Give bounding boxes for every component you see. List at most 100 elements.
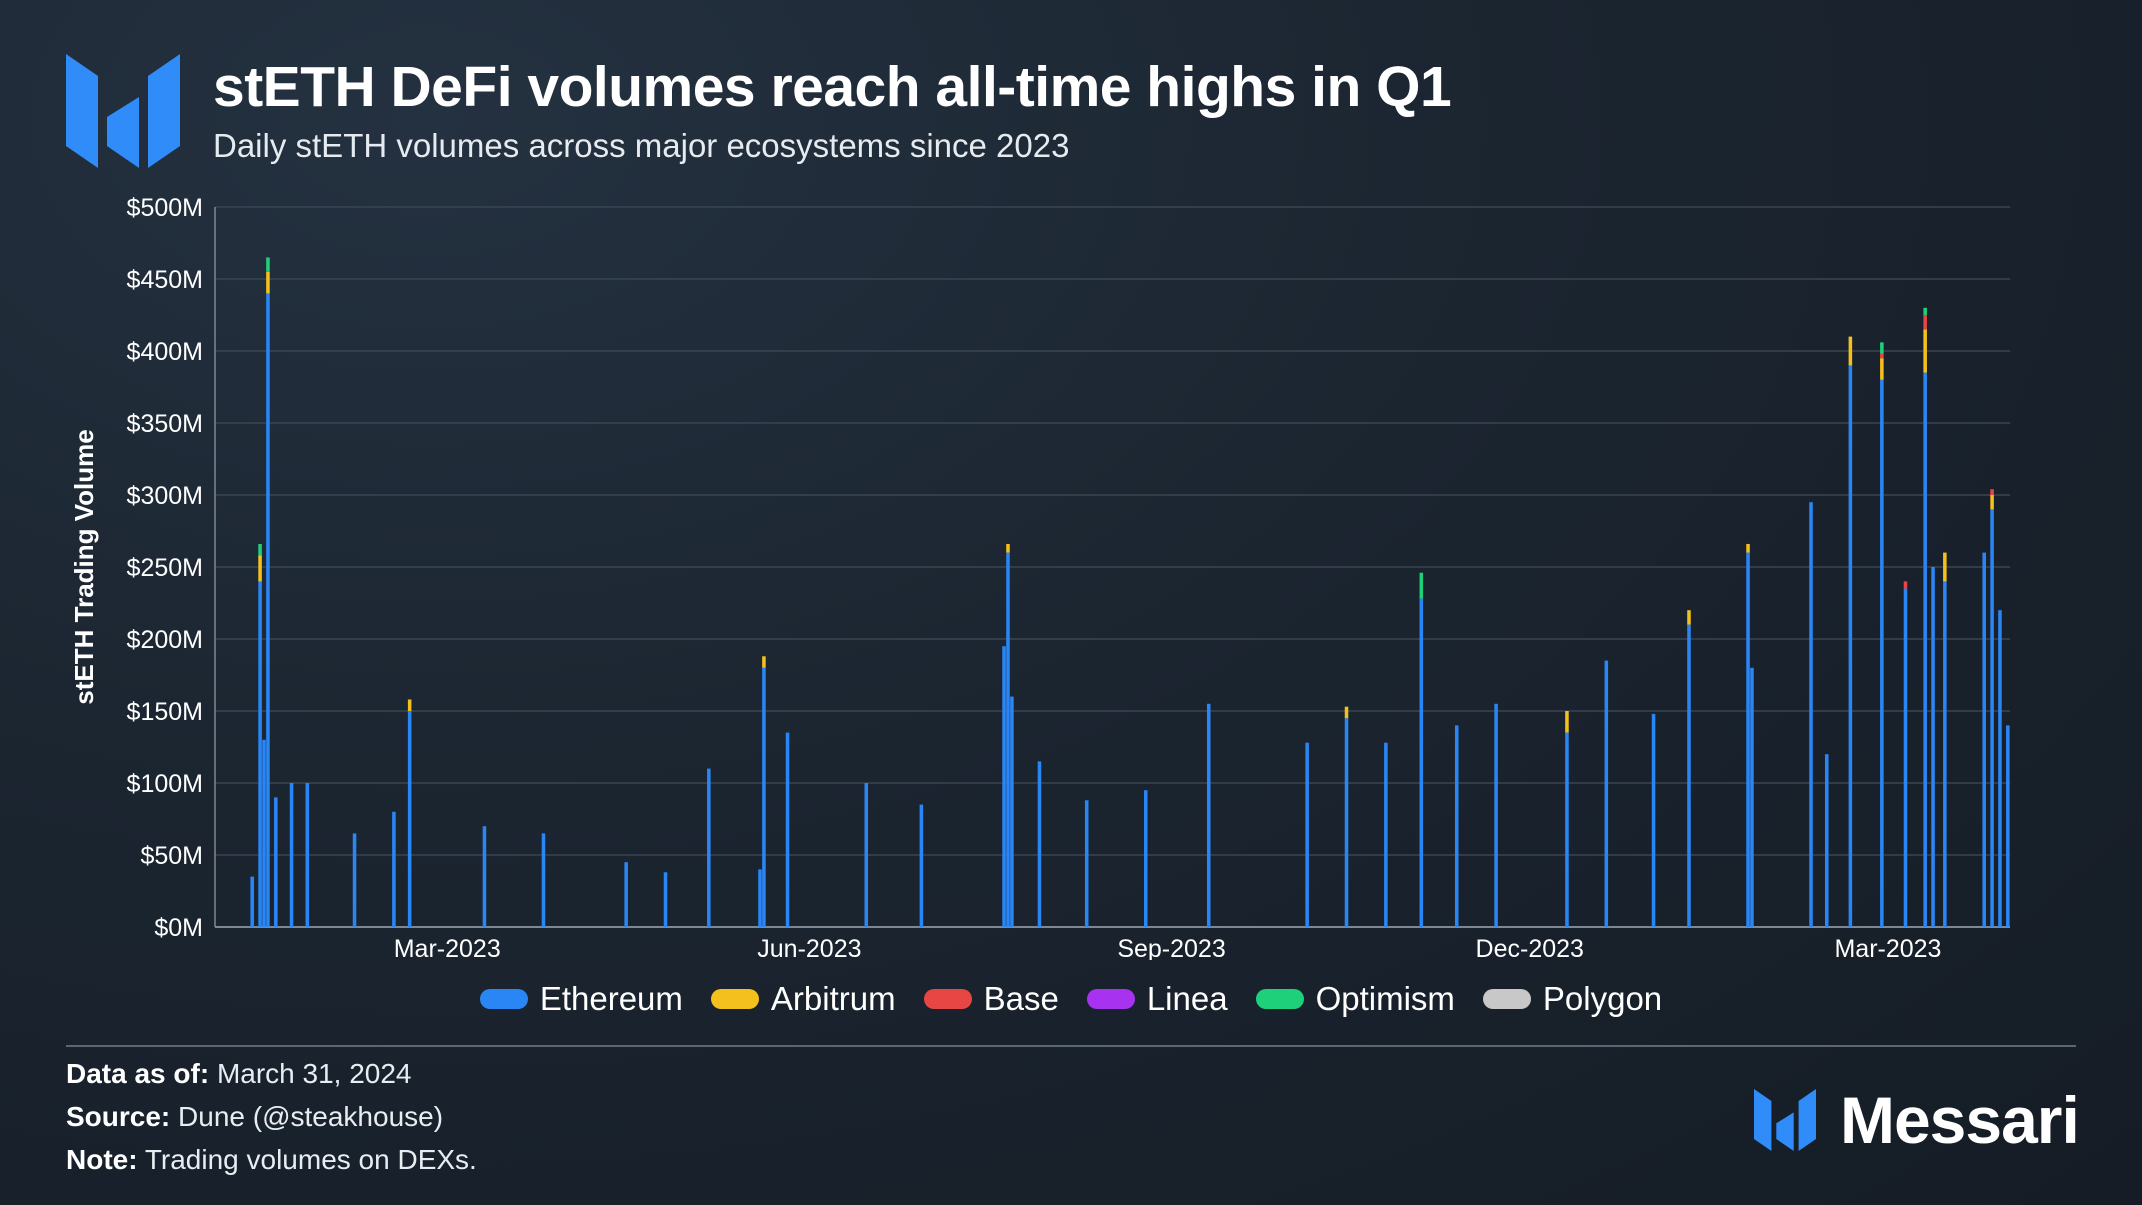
bar-segment-ethereum [1880, 379, 1884, 927]
legend-item-optimism: Optimism [1255, 980, 1455, 1018]
bar-segment-ethereum [1750, 667, 1754, 927]
bar-segment-ethereum [392, 811, 396, 927]
bar-segment-ethereum [1010, 696, 1014, 927]
legend-item-arbitrum: Arbitrum [710, 980, 896, 1018]
legend-label: Ethereum [539, 980, 683, 1017]
y-tick-label: $200M [127, 626, 203, 654]
bar-segment-arbitrum [1990, 495, 1994, 510]
footer-divider [66, 1045, 2076, 1047]
bar-segment-ethereum [305, 783, 310, 927]
bar-segment-ethereum [1037, 761, 1042, 927]
bar-segment-ethereum [1943, 581, 1947, 927]
bar-segment-ethereum [1494, 703, 1498, 927]
bar-segment-ethereum [1006, 552, 1010, 927]
legend-label: Polygon [1542, 980, 1663, 1017]
legend-label: Linea [1146, 980, 1228, 1017]
bar-segment-optimism [258, 543, 262, 556]
legend-swatch [1086, 989, 1135, 1009]
bar-segment-ethereum [1384, 742, 1388, 927]
bar-segment-arbitrum [266, 271, 270, 294]
data-as-of-label: Data as of: [66, 1058, 210, 1089]
data-as-of-line: Data as of: March 31, 2024 [66, 1058, 412, 1090]
bar-segment-arbitrum [1943, 552, 1947, 582]
messari-brand-name: Messari [1840, 1083, 2080, 1157]
bar-segment-arbitrum [1344, 706, 1349, 719]
bar-segment-base [1903, 581, 1908, 589]
legend-swatch [710, 989, 759, 1009]
bar-segment-arbitrum [762, 656, 766, 668]
bar-segment-ethereum [1931, 567, 1935, 927]
bar-segment-ethereum [1998, 610, 2002, 927]
y-tick-label: $400M [127, 338, 203, 366]
bar-segment-optimism [1923, 307, 1927, 315]
stacked-bar-chart: $0M $50M $100M $150M $200M $250M $300M $350M $40… [69, 194, 2010, 960]
y-axis-label: stETH Trading Volume [69, 429, 99, 704]
y-tick-label: $450M [127, 266, 203, 294]
bar-segment-ethereum [1565, 732, 1569, 927]
source-label: Source: [66, 1101, 171, 1132]
legend-label: Arbitrum [770, 980, 896, 1017]
bar-segment-ethereum [758, 869, 762, 927]
bar-segment-ethereum [1344, 718, 1349, 927]
messari-brand: Messari [1752, 1082, 2080, 1158]
legend-label: Optimism [1315, 980, 1455, 1017]
bar-segment-ethereum [407, 711, 412, 927]
bar-segment-ethereum [1454, 725, 1459, 927]
bar-segment-ethereum [2006, 725, 2010, 927]
bar-segment-ethereum [262, 739, 266, 927]
bar-segment-arbitrum [1006, 543, 1010, 553]
note-value: Trading volumes on DEXs. [144, 1144, 477, 1175]
bar-segment-ethereum [1990, 509, 1994, 927]
legend-swatch [1255, 989, 1304, 1009]
bar-segment-ethereum [1419, 598, 1424, 927]
bar-segment-ethereum [1746, 552, 1750, 927]
legend-label: Base [983, 980, 1059, 1017]
y-tick-label: $300M [127, 482, 203, 510]
x-tick-label: Sep-2023 [1117, 935, 1225, 960]
data-as-of-value: March 31, 2024 [216, 1058, 412, 1089]
bar-segment-base [1923, 315, 1927, 330]
bar-segment-ethereum [352, 833, 357, 927]
bar-segment-ethereum [762, 667, 766, 927]
y-tick-label: $350M [127, 410, 203, 438]
bar-segment-ethereum [250, 876, 254, 927]
bar-segment-arbitrum [258, 555, 262, 582]
chart-title: stETH DeFi volumes reach all-time highs … [213, 55, 1452, 119]
bar-segment-ethereum [1206, 703, 1211, 927]
bar-segment-ethereum [1651, 713, 1656, 927]
bar-segment-ethereum [1923, 372, 1927, 928]
bar-segment-ethereum [1084, 800, 1089, 927]
x-tick-label: Mar-2023 [1834, 935, 1941, 960]
bar-segment-ethereum [541, 833, 546, 927]
legend-item-base: Base [923, 980, 1059, 1018]
bar-segment-ethereum [1143, 790, 1148, 927]
x-tick-label: Mar-2023 [394, 935, 501, 960]
bar-segment-ethereum [1982, 552, 1986, 927]
bar-segment-ethereum [258, 581, 262, 927]
bar-segment-ethereum [289, 783, 294, 927]
bar-segment-optimism [1880, 342, 1884, 354]
bar-segment-ethereum [1809, 502, 1813, 927]
chart-legend: Ethereum Arbitrum Base Linea Optimism Polygon [0, 980, 2142, 1018]
bar-segment-ethereum [864, 783, 869, 927]
bar-segment-ethereum [1903, 588, 1908, 927]
bar-segment-base [1990, 489, 1994, 495]
messari-logo-icon [66, 54, 180, 168]
legend-item-ethereum: Ethereum [479, 980, 683, 1018]
bar-segment-ethereum [266, 293, 270, 927]
note-label: Note: [66, 1144, 138, 1175]
y-tick-label: $0M [154, 914, 203, 942]
note-line: Note: Trading volumes on DEXs. [66, 1144, 477, 1176]
bar-segment-arbitrum [1565, 711, 1569, 733]
bar-segment-ethereum [1305, 742, 1309, 927]
chart-subtitle: Daily stETH volumes across major ecosyst… [213, 127, 1070, 164]
bar-segment-ethereum [624, 862, 628, 927]
y-tick-label: $500M [127, 194, 203, 222]
legend-item-polygon: Polygon [1482, 980, 1663, 1018]
bar-segment-ethereum [919, 804, 924, 927]
y-tick-label: $50M [140, 842, 203, 870]
bar-segment-ethereum [1848, 365, 1853, 927]
bar-segment-optimism [266, 257, 270, 272]
bar-segment-ethereum [1002, 646, 1006, 927]
bar-segment-arbitrum [1746, 543, 1750, 553]
